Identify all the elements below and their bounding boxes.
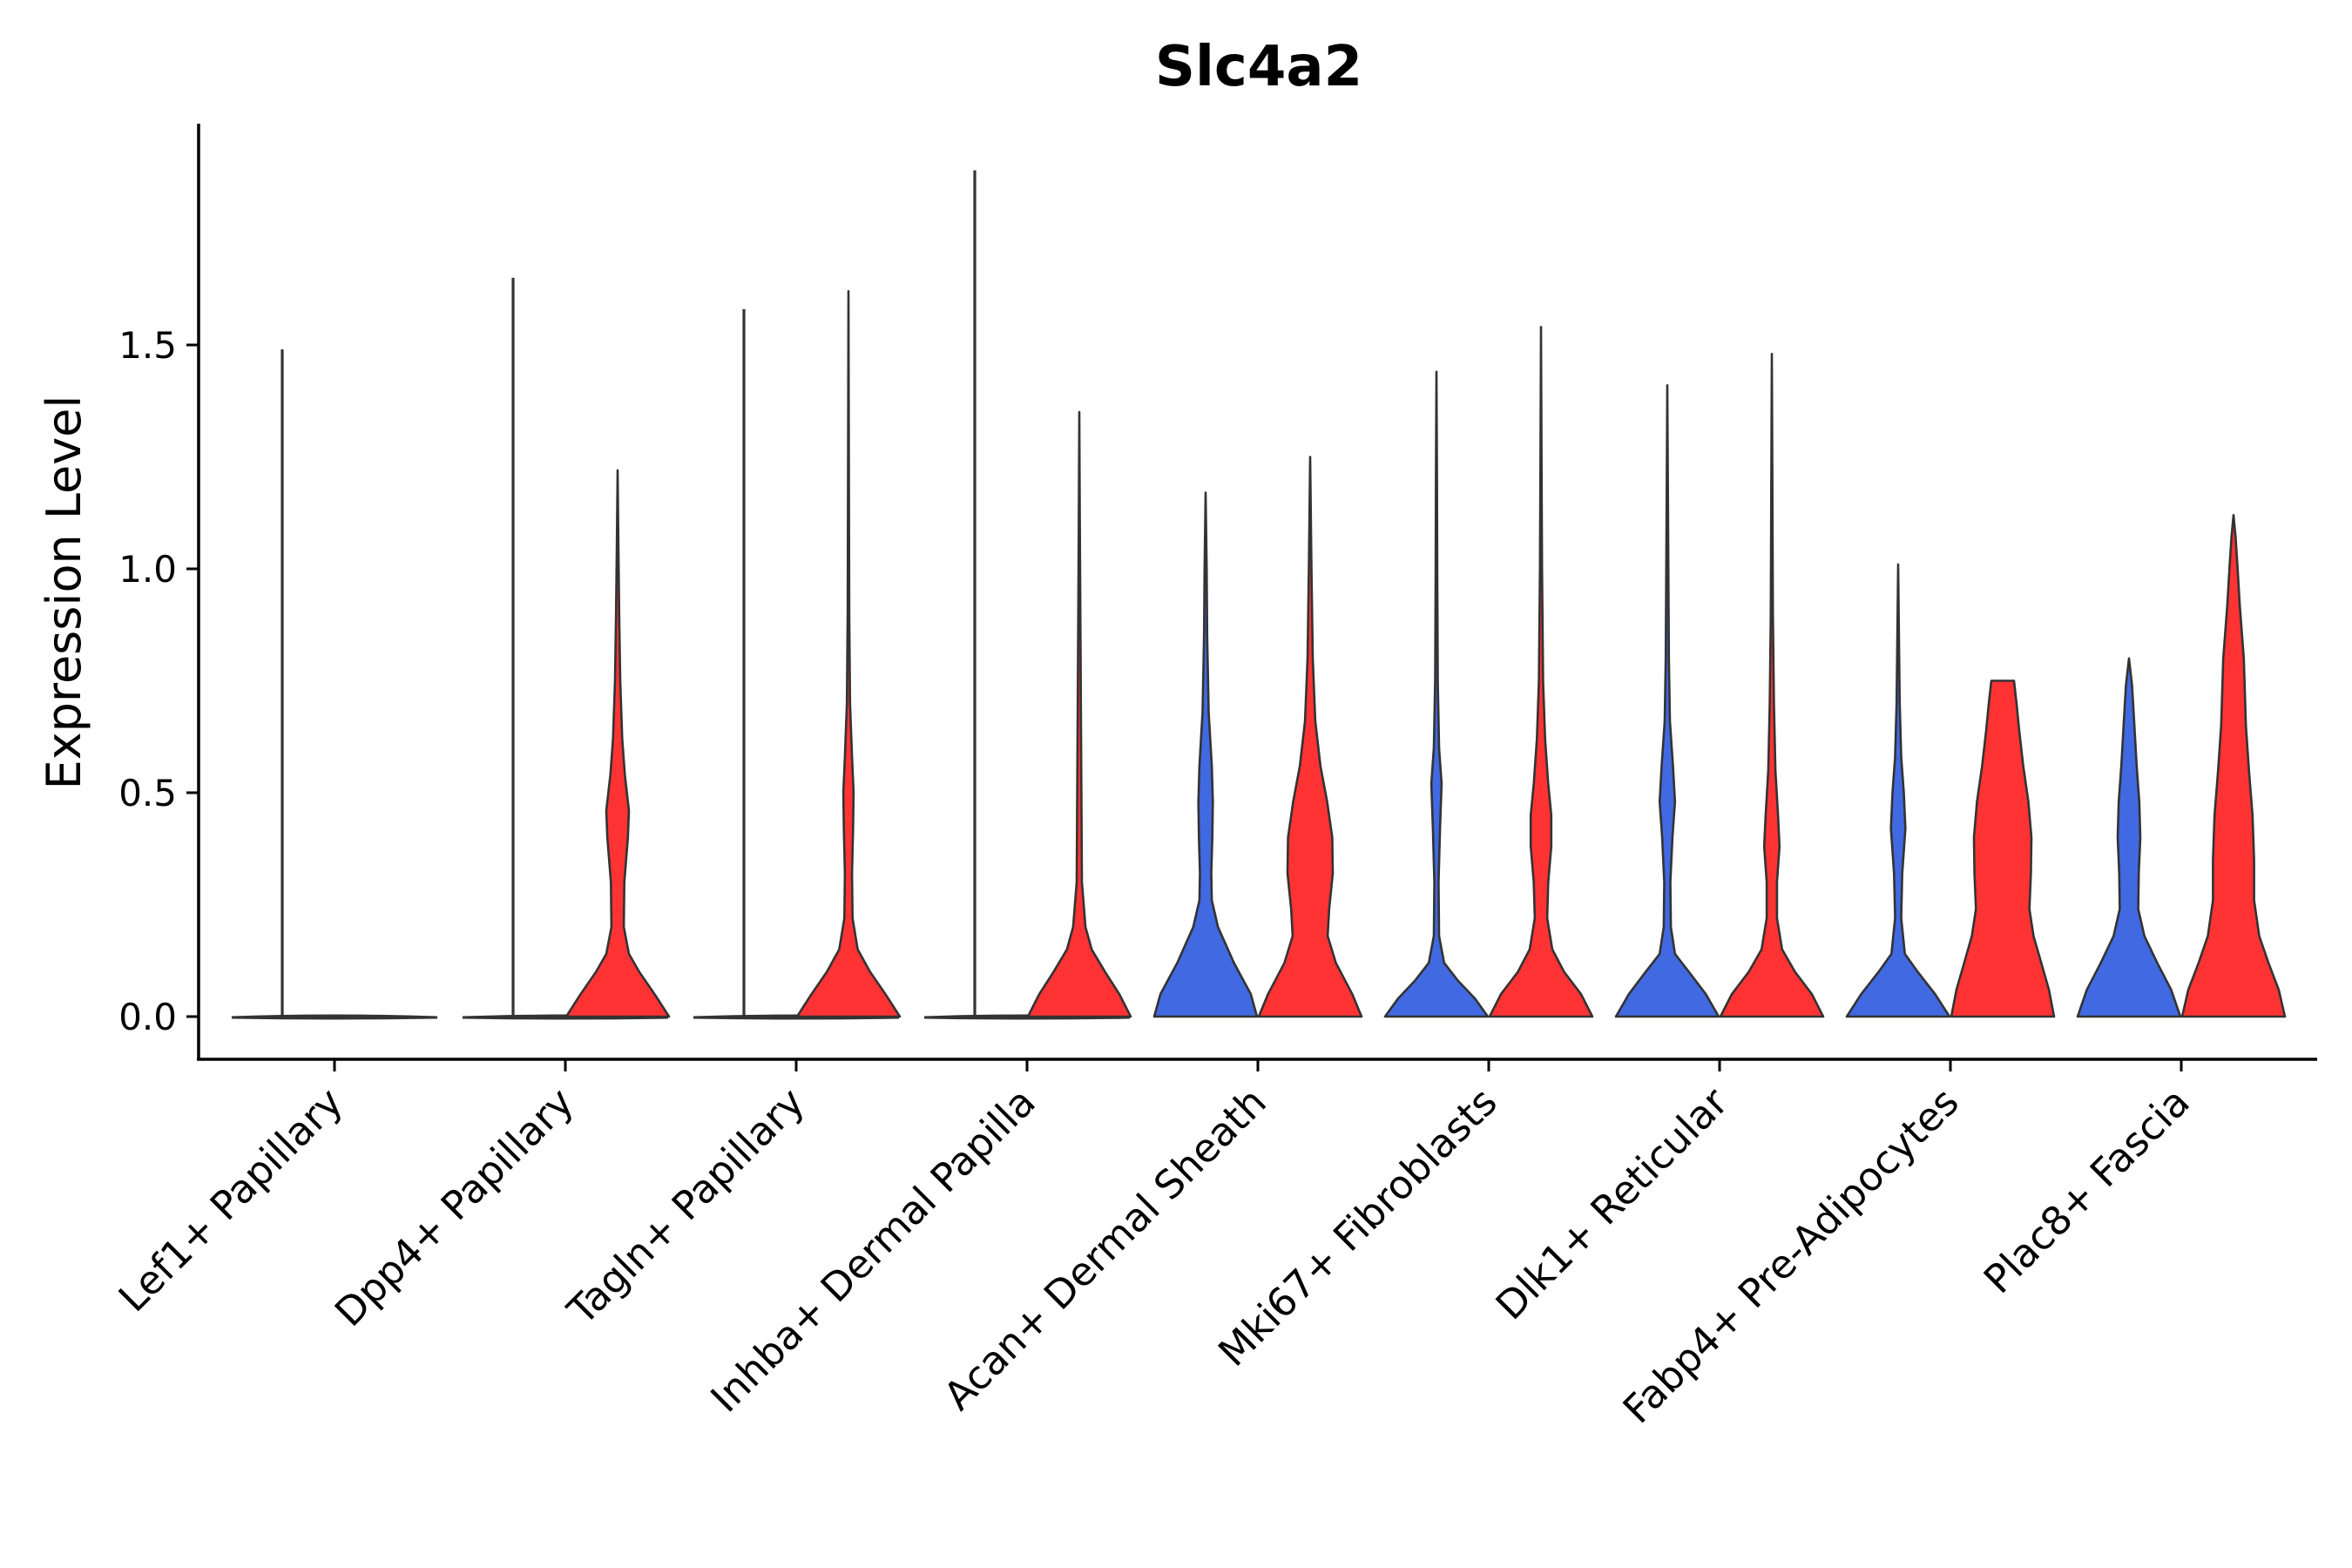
- plot-area: [231, 170, 2287, 1020]
- violin-group2-6: [1488, 326, 1594, 1018]
- x-tick-label: Lef1+ Papillary: [110, 1078, 352, 1321]
- y-tick-label: 1.5: [118, 324, 177, 367]
- y-tick-label: 0.0: [118, 996, 177, 1038]
- y-axis-ticks: 0.0 0.5 1.0 1.5: [118, 324, 199, 1038]
- violin-group1-1: [231, 1014, 438, 1020]
- chart-title: Slc4a2: [1155, 35, 1362, 99]
- violin-group1-9: [2076, 657, 2182, 1018]
- violin-group2-7: [1719, 353, 1825, 1018]
- violin-group1-7: [1614, 384, 1720, 1018]
- violin-group1-8: [1845, 563, 1951, 1018]
- violin-group2-2: [564, 469, 671, 1018]
- violin-group2-8: [1950, 679, 2056, 1018]
- violin-group2-5: [1257, 456, 1363, 1018]
- violin-group2-3: [795, 290, 902, 1018]
- violin-group2-9: [2180, 514, 2287, 1018]
- y-tick-label: 1.0: [118, 548, 177, 591]
- x-tick-label: Tagln+ Papillary: [558, 1078, 814, 1334]
- violin-group2-4: [1026, 410, 1132, 1018]
- x-tick-label: Plac8+ Fascia: [1975, 1078, 2199, 1302]
- x-tick-label: Dlk1+ Reticular: [1487, 1078, 1737, 1328]
- y-tick-label: 0.5: [118, 772, 177, 814]
- y-axis-label: Expression Level: [37, 395, 91, 790]
- violin-group1-6: [1383, 370, 1490, 1018]
- violin-group1-5: [1152, 491, 1259, 1018]
- x-tick-label: Dpp4+ Papillary: [326, 1078, 583, 1335]
